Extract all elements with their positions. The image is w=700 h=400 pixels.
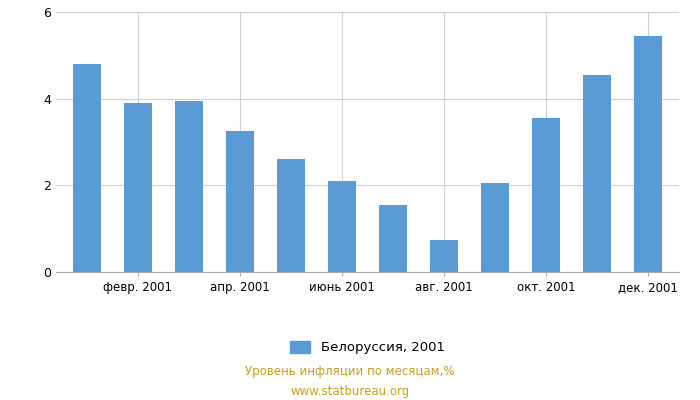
Text: Уровень инфляции по месяцам,%: Уровень инфляции по месяцам,% <box>245 365 455 378</box>
Text: www.statbureau.org: www.statbureau.org <box>290 385 410 398</box>
Bar <box>73 64 101 272</box>
Bar <box>175 101 203 272</box>
Bar <box>328 181 356 272</box>
Bar <box>379 205 407 272</box>
Bar <box>532 118 560 272</box>
Legend: Белоруссия, 2001: Белоруссия, 2001 <box>285 336 450 360</box>
Bar <box>481 183 509 272</box>
Bar <box>634 36 662 272</box>
Bar <box>124 103 152 272</box>
Bar <box>226 131 254 272</box>
Bar <box>583 75 611 272</box>
Bar <box>430 240 458 272</box>
Bar <box>277 159 305 272</box>
